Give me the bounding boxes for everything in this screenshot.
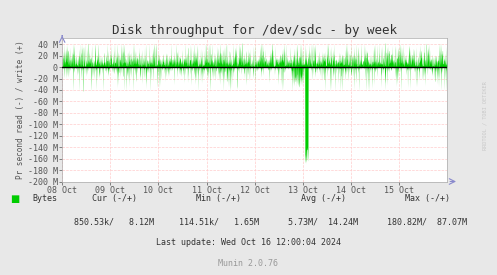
- Text: 850.53k/   8.12M: 850.53k/ 8.12M: [75, 217, 154, 226]
- Text: Avg (-/+): Avg (-/+): [301, 194, 345, 203]
- Title: Disk throughput for /dev/sdc - by week: Disk throughput for /dev/sdc - by week: [112, 24, 397, 37]
- Text: RRDTOOL / TOBI OETIKER: RRDTOOL / TOBI OETIKER: [482, 81, 487, 150]
- Text: 114.51k/   1.65M: 114.51k/ 1.65M: [179, 217, 258, 226]
- Text: Munin 2.0.76: Munin 2.0.76: [219, 258, 278, 268]
- Text: Cur (-/+): Cur (-/+): [92, 194, 137, 203]
- Text: 180.82M/  87.07M: 180.82M/ 87.07M: [388, 217, 467, 226]
- Text: ■: ■: [10, 194, 19, 204]
- Text: 5.73M/  14.24M: 5.73M/ 14.24M: [288, 217, 358, 226]
- Y-axis label: Pr second read (-) / write (+): Pr second read (-) / write (+): [16, 41, 25, 179]
- Text: Bytes: Bytes: [32, 194, 57, 203]
- Text: Min (-/+): Min (-/+): [196, 194, 241, 203]
- Text: Last update: Wed Oct 16 12:00:04 2024: Last update: Wed Oct 16 12:00:04 2024: [156, 238, 341, 247]
- Text: Max (-/+): Max (-/+): [405, 194, 450, 203]
